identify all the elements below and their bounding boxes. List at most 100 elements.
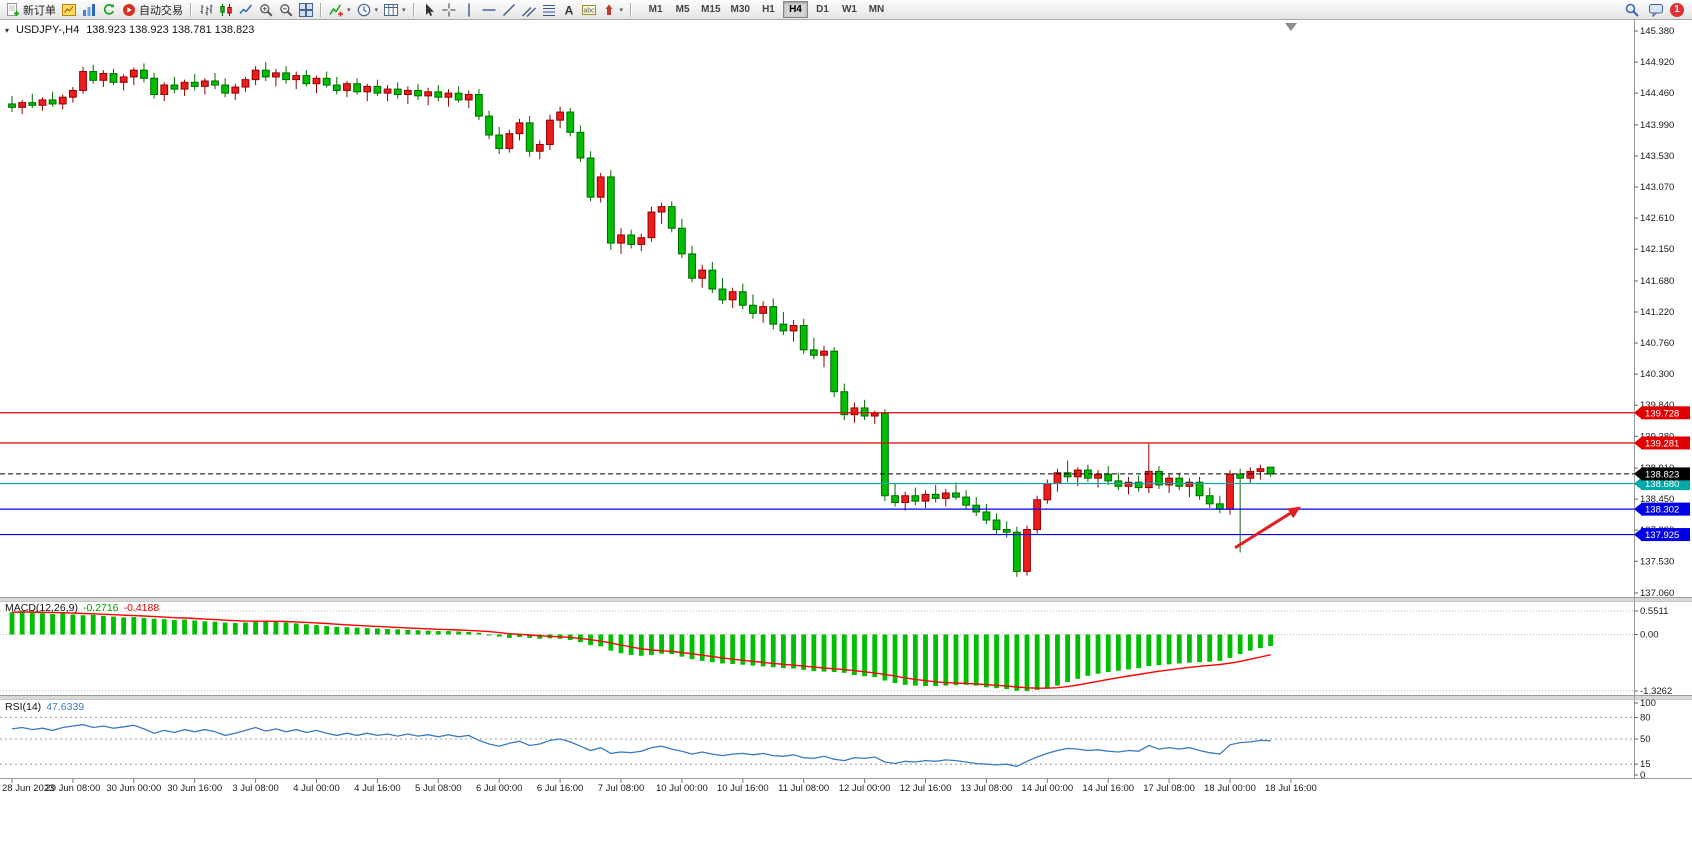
new-order-icon: [7, 2, 19, 16]
chat-button[interactable]: [1646, 1, 1666, 19]
time-tick-label: 4 Jul 00:00: [293, 783, 339, 794]
refresh-button[interactable]: [99, 1, 119, 19]
time-tick-label: 12 Jul 16:00: [900, 783, 952, 794]
timeframe-m15-button[interactable]: M15: [697, 1, 724, 18]
fibonacci-button[interactable]: [539, 1, 559, 19]
chart-ohlc-values: 138.923 138.923 138.781 138.823: [86, 24, 255, 36]
macd-tick-label: -1.3262: [1640, 686, 1672, 697]
cursor-button[interactable]: [419, 1, 439, 19]
cursor-icon: [425, 3, 434, 16]
timeframe-m5-button[interactable]: M5: [670, 1, 695, 18]
new-order-button[interactable]: 新订单: [3, 1, 59, 19]
timeframe-h4-button[interactable]: H4: [782, 1, 808, 18]
price-tick-label: 142.150: [1640, 244, 1674, 255]
price-level-line-139.728[interactable]: 139.728: [0, 406, 1690, 420]
chevron-down-icon[interactable]: ▾: [5, 25, 10, 35]
notification-badge[interactable]: 1: [1670, 2, 1684, 17]
bar-chart-button[interactable]: [196, 1, 216, 19]
price-tick-label: 143.990: [1640, 120, 1674, 131]
price-tick-label: 141.220: [1640, 307, 1674, 318]
panel-divider[interactable]: [0, 598, 1692, 601]
vertical-line-button[interactable]: [459, 1, 479, 19]
timeframe-d1-button[interactable]: D1: [810, 1, 835, 18]
macd-panel: 0.5511 0.00 -1.3262: [0, 606, 1672, 697]
price-level-line-138.302[interactable]: 138.302: [0, 502, 1690, 516]
time-tick-label: 3 Jul 08:00: [232, 783, 278, 794]
price-tag-138.823: 138.823: [1645, 469, 1679, 480]
toolbar-separator: [320, 2, 322, 17]
price-tick-label: 137.530: [1640, 556, 1674, 567]
price-level-line-138.823[interactable]: 138.823: [0, 467, 1690, 481]
templates-icon: [384, 3, 399, 16]
timeframe-w1-button[interactable]: W1: [837, 1, 862, 18]
trendline-icon: [502, 3, 515, 16]
dropdown-caret-icon: ▾: [619, 6, 624, 14]
price-level-line-139.281[interactable]: 139.281: [0, 436, 1690, 450]
rsi-line: [11, 723, 1271, 768]
arrows-button[interactable]: ▾: [599, 1, 627, 19]
chart-template-icon: [62, 3, 76, 16]
candlestick-chart-button[interactable]: [216, 1, 236, 19]
chart-shift-marker-icon[interactable]: [1285, 23, 1297, 31]
zoom-out-button[interactable]: [276, 1, 296, 19]
time-tick-label: 10 Jul 00:00: [656, 783, 708, 794]
timeframe-h1-button[interactable]: H1: [756, 1, 781, 18]
price-tick-label: 143.530: [1640, 151, 1674, 162]
timeframe-mn-button[interactable]: MN: [864, 1, 889, 18]
horizontal-line-button[interactable]: [479, 1, 499, 19]
timeframe-m1-button[interactable]: M1: [643, 1, 668, 18]
price-tag-137.925: 137.925: [1645, 530, 1679, 541]
crosshair-icon: [442, 3, 456, 16]
channel-button[interactable]: [519, 1, 539, 19]
periods-button[interactable]: ▾: [354, 1, 382, 19]
time-tick-label: 30 Jun 16:00: [167, 783, 222, 794]
price-tick-label: 141.680: [1640, 276, 1674, 287]
tile-windows-button[interactable]: [296, 1, 316, 19]
time-tick-label: 29 Jun 08:00: [45, 783, 100, 794]
timeframe-m30-button[interactable]: M30: [727, 1, 754, 18]
text-label-button[interactable]: abc: [579, 1, 599, 19]
macd-tick-label: 0.5511: [1640, 606, 1668, 617]
time-tick-label: 18 Jul 00:00: [1204, 783, 1256, 794]
dropdown-caret-icon: ▾: [347, 6, 351, 14]
svg-text:abc: abc: [583, 7, 595, 14]
auto-trading-button[interactable]: 自动交易: [119, 1, 186, 19]
macd-name: MACD(12,26,9): [5, 602, 78, 614]
text-button[interactable]: A: [559, 1, 579, 19]
templates-button[interactable]: ▾: [381, 1, 409, 19]
crosshair-button[interactable]: [439, 1, 459, 19]
indicators-button[interactable]: ▾: [326, 1, 354, 19]
macd-main-value: -0.2716: [82, 602, 119, 614]
panel-divider[interactable]: [0, 696, 1692, 699]
candlestick-chart-icon: [220, 3, 232, 16]
trend-arrow-annotation[interactable]: [1234, 506, 1302, 550]
rsi-tick-label: 100: [1640, 698, 1656, 709]
trendline-button[interactable]: [499, 1, 519, 19]
chart-symbol-header: ▾ USDJPY-,H4 138.923 138.923 138.781 138…: [5, 24, 254, 36]
line-chart-button[interactable]: [236, 1, 256, 19]
refresh-icon: [103, 3, 115, 15]
text-label-icon: abc: [581, 4, 596, 15]
time-tick-label: 14 Jul 00:00: [1021, 783, 1073, 794]
rsi-panel: 100 80 50 150: [0, 698, 1656, 781]
price-level-line-137.925[interactable]: 137.925: [0, 528, 1690, 542]
candles-layer: [8, 62, 1275, 577]
chart-template-button[interactable]: [59, 1, 79, 19]
market-watch-button[interactable]: [79, 1, 99, 19]
price-tick-label: 142.610: [1640, 213, 1674, 224]
timeframe-toolbar: M1 M5 M15 M30 H1 H4 D1 W1 MN: [642, 1, 890, 18]
chat-icon: [1649, 3, 1663, 17]
rsi-tick-label: 50: [1640, 734, 1651, 745]
search-button[interactable]: [1622, 1, 1642, 19]
price-tag-139.281: 139.281: [1645, 438, 1679, 449]
auto-trading-button-label: 自动交易: [139, 4, 183, 17]
text-icon: A: [564, 3, 573, 17]
rsi-tick-label: 0: [1640, 770, 1645, 781]
zoom-out-icon: [280, 3, 293, 17]
zoom-in-button[interactable]: [256, 1, 276, 19]
